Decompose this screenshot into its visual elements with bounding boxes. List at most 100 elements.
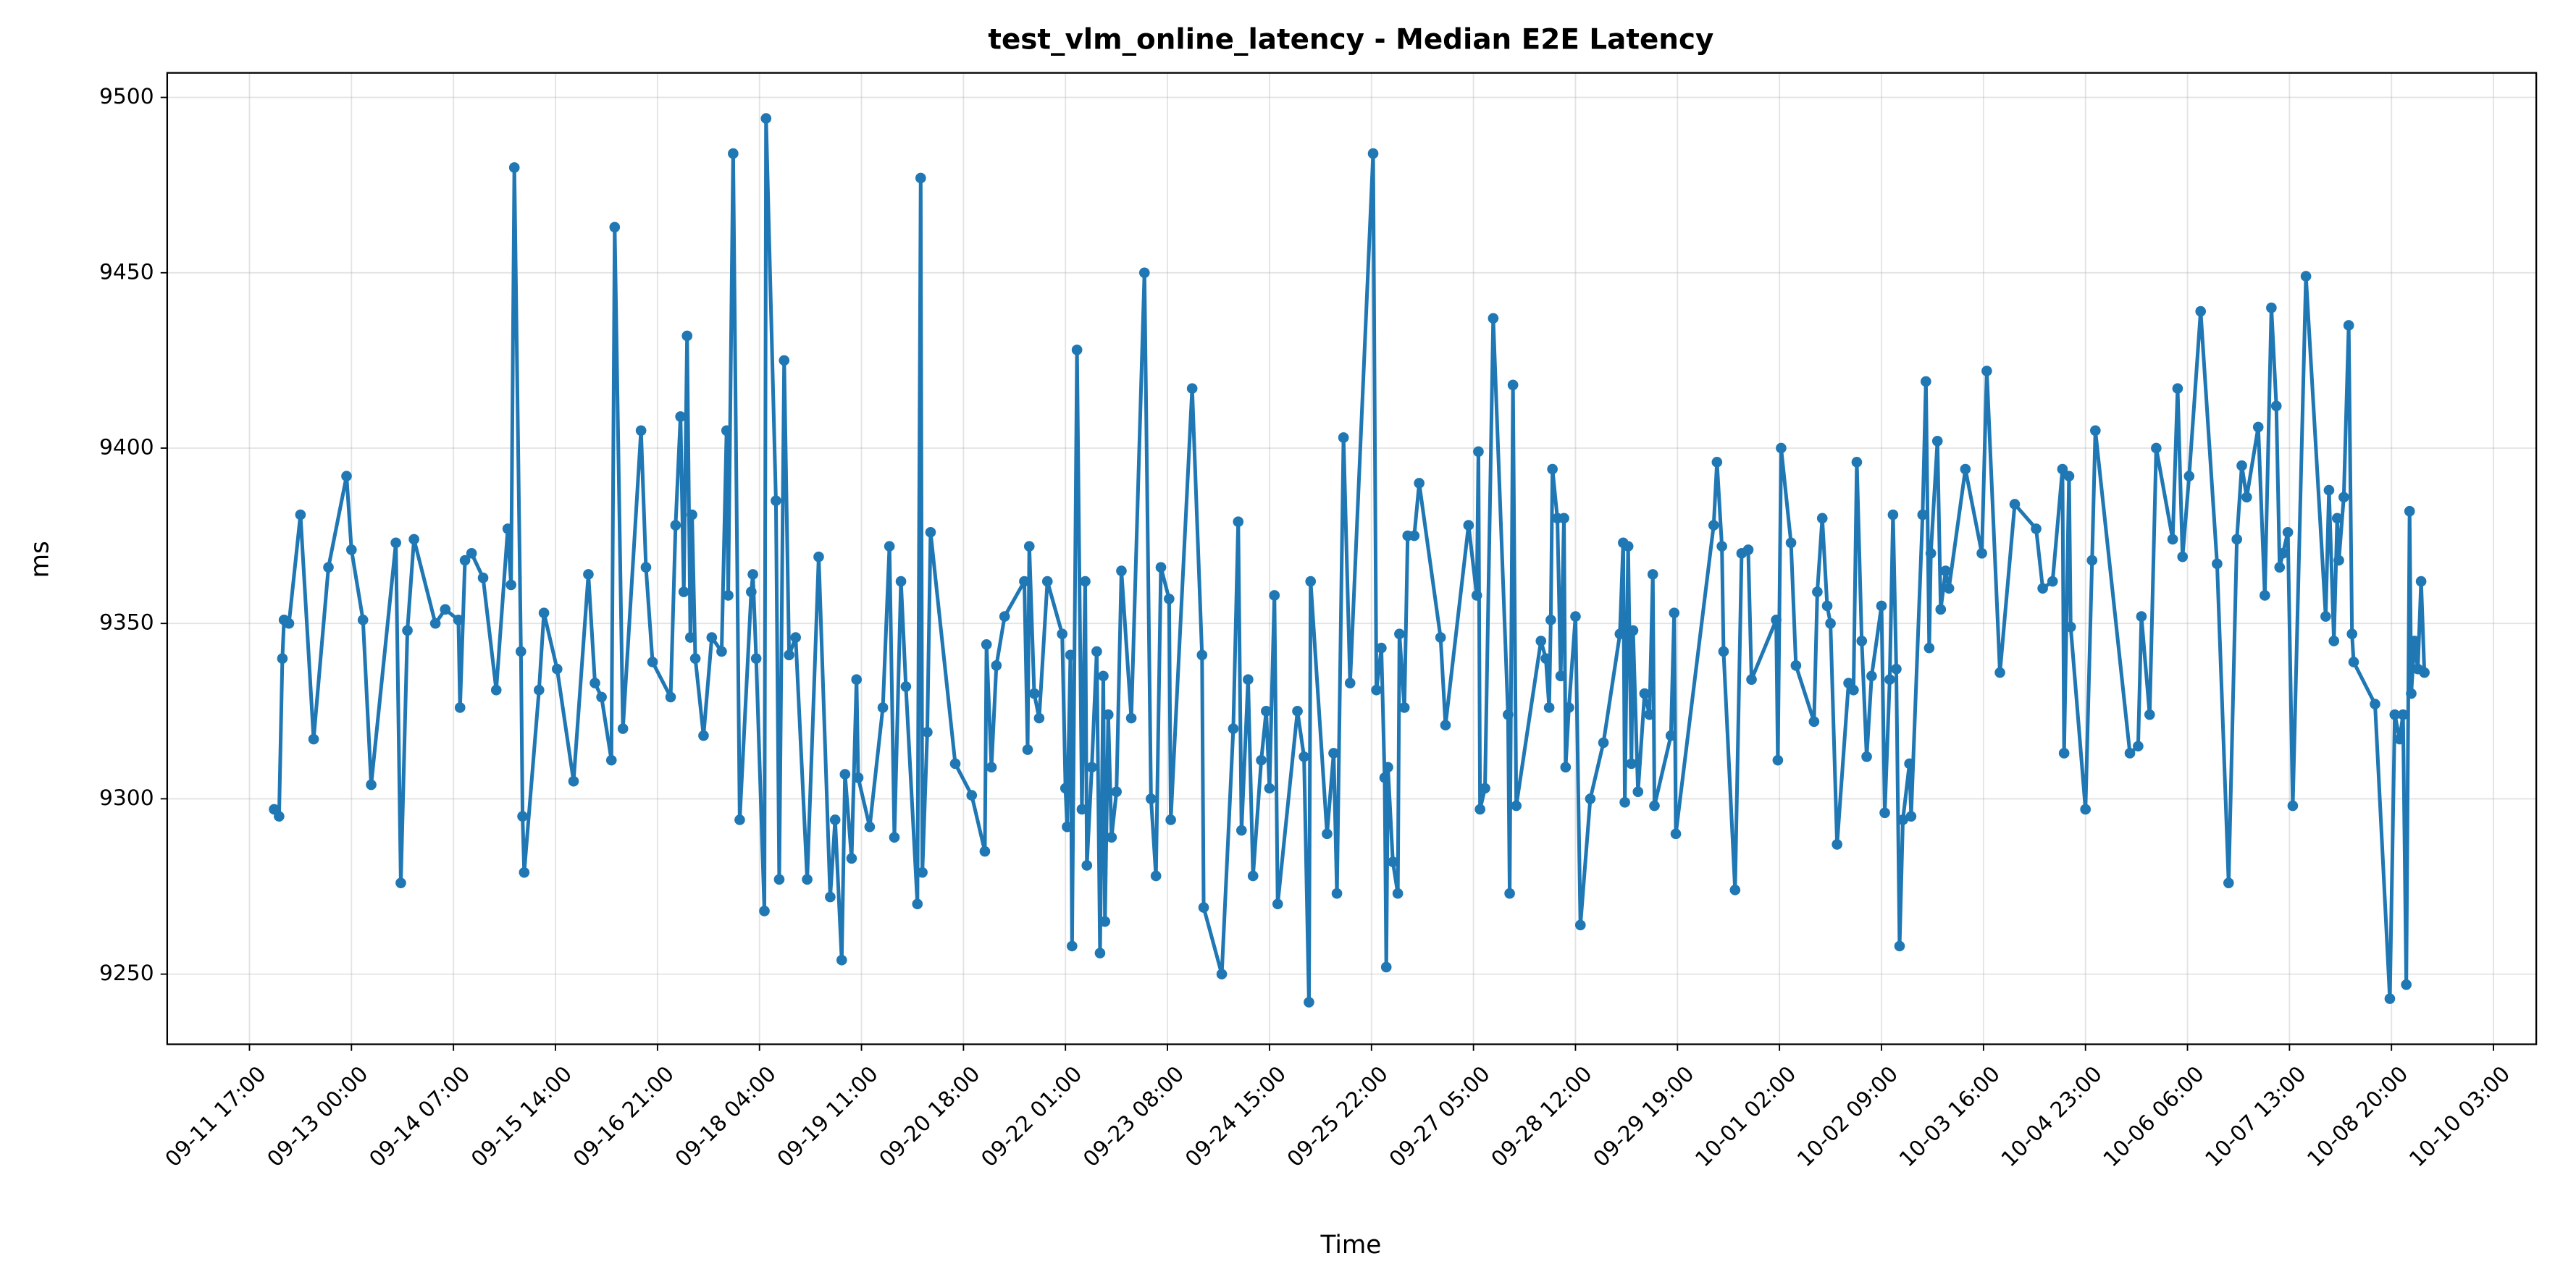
data-point [915,172,926,184]
data-point [728,148,739,159]
data-point [609,222,621,233]
data-point [1019,576,1030,587]
data-point [836,954,847,966]
data-point [1558,513,1569,524]
data-point [1471,590,1482,601]
data-point [2394,733,2405,745]
data-point [533,684,545,696]
data-point [346,544,357,555]
data-point [750,653,762,664]
data-point [1247,870,1259,882]
data-point [2404,505,2415,517]
data-point [1981,366,1992,376]
data-point [1821,600,1833,612]
data-point [1269,590,1280,601]
data-point [1879,807,1890,819]
data-point [1943,583,1955,594]
chart-title: test_vlm_online_latency - Median E2E Lat… [988,24,1713,56]
data-point [635,425,647,437]
data-point [2370,699,2380,709]
data-point [706,632,718,643]
data-point [1669,607,1680,618]
data-point [2282,526,2294,538]
data-point [1547,463,1558,475]
data-point [2328,636,2340,646]
data-point [1022,744,1033,755]
data-point [1379,772,1390,783]
data-point [1917,509,1929,521]
data-point [429,618,441,629]
data-point [1555,670,1566,682]
data-point [2058,748,2070,759]
data-point [2274,562,2286,573]
data-point [665,691,676,703]
data-point [2057,463,2068,475]
data-point [2409,636,2420,646]
data-point [1808,716,1820,728]
data-point [505,579,516,591]
data-point [1150,870,1162,882]
data-point [1884,674,1895,686]
data-point [2144,709,2155,720]
data-point [1848,684,1859,696]
data-point [1328,748,1339,759]
data-point [1776,442,1787,454]
data-point [1086,762,1097,773]
data-point [675,411,686,422]
data-point [2080,804,2092,815]
data-point [2320,611,2331,622]
data-point [1504,888,1515,899]
data-point [829,814,841,825]
data-point [802,874,813,885]
data-point [723,590,734,601]
y-tick-label: 9400 [99,434,154,460]
data-point [1125,712,1137,724]
data-point [1564,702,1574,713]
data-point [1535,636,1547,646]
data-point [1622,541,1634,552]
data-point [1891,663,1902,675]
data-point [2406,688,2417,699]
data-point [1387,856,1398,867]
data-point [771,495,781,506]
data-point [454,702,466,713]
data-point [1233,516,1244,528]
data-point [2241,492,2252,503]
data-point [999,611,1010,622]
data-point [825,891,836,903]
data-point [568,775,579,787]
data-point [1649,800,1660,812]
data-point [790,632,801,643]
data-point [1033,712,1045,724]
data-point [1876,600,1887,612]
data-point [1216,969,1228,979]
data-point [2415,576,2427,587]
data-point [1322,828,1333,840]
data-point [477,572,489,583]
data-point [2133,741,2144,752]
data-point [852,772,864,783]
data-point [2343,320,2354,331]
data-point [1392,888,1404,899]
data-point [2389,709,2401,720]
data-point [277,653,288,664]
data-point [1894,940,1905,952]
data-point [395,877,406,889]
data-point [515,646,526,657]
data-point [2212,558,2223,570]
data-point [1866,670,1877,682]
data-point [2090,425,2101,437]
data-point [2151,442,2162,454]
data-point [490,684,502,696]
data-point [459,555,471,566]
data-point [1146,793,1157,804]
data-point [1639,688,1650,699]
data-point [1071,345,1083,355]
data-point [2231,534,2243,545]
data-point [1094,948,1106,958]
data-point [1543,702,1555,713]
data-point [466,548,477,559]
data-point [1098,670,1109,682]
